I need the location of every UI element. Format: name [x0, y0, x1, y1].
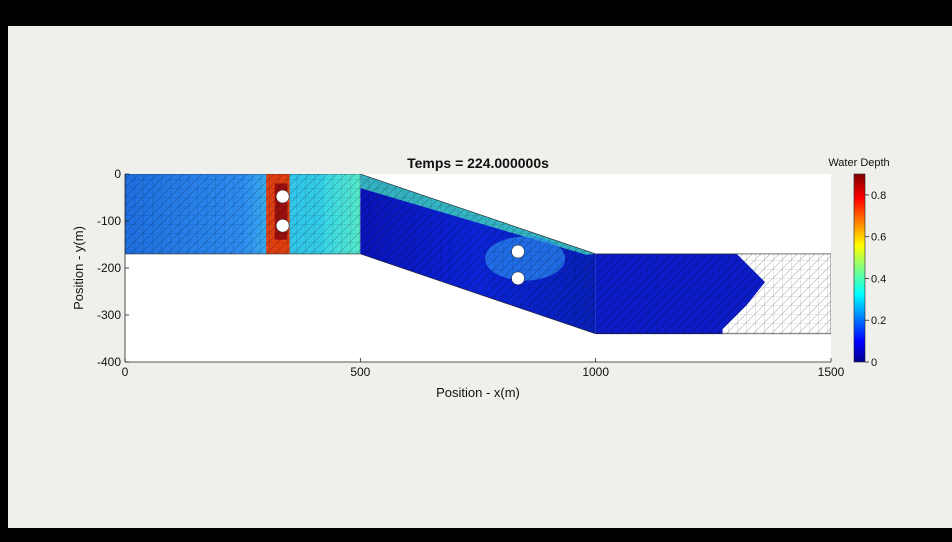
plot-axes: 0 500 1000 1500 0 -100 -200 -300 -400 — [97, 167, 845, 379]
y-tick-label: -300 — [97, 308, 121, 322]
colorbar-label: Water Depth — [828, 157, 889, 169]
x-tick-label: 500 — [350, 365, 370, 379]
x-axis-ticks: 0 500 1000 1500 — [122, 358, 845, 379]
x-tick-label: 0 — [122, 365, 129, 379]
x-tick-label: 1000 — [582, 365, 609, 379]
pier-3 — [511, 244, 525, 259]
y-axis-label: Position - y(m) — [71, 226, 86, 310]
colorbar-gradient — [853, 173, 866, 363]
x-axis-label: Position - x(m) — [436, 385, 520, 400]
chart-title: Temps = 224.000000s — [407, 155, 549, 171]
colorbar-tick-label: 0.4 — [871, 273, 886, 285]
y-tick-label: -200 — [97, 261, 121, 275]
y-tick-label: -100 — [97, 214, 121, 228]
y-axis-ticks: 0 -100 -200 -300 -400 — [97, 167, 129, 369]
pier-2 — [275, 218, 290, 233]
colorbar-tick-label: 0.6 — [871, 232, 886, 244]
channel-outline — [125, 174, 831, 335]
bridge-piers — [275, 189, 525, 286]
colorbar-tick-label: 0.2 — [871, 315, 886, 327]
pier-4 — [511, 271, 525, 286]
y-tick-label: 0 — [114, 167, 121, 181]
water-depth-figure: 0 500 1000 1500 0 -100 -200 -300 -400 Temps = 2… — [71, 155, 890, 400]
video-frame: 0 500 1000 1500 0 -100 -200 -300 -400 Temps = 2… — [8, 26, 952, 528]
x-tick-label: 1500 — [818, 365, 845, 379]
triangular-mesh — [125, 174, 831, 334]
colorbar-ticks: 0 0.2 0.4 0.6 0.8 — [865, 190, 886, 369]
colorbar-tick-label: 0.8 — [871, 190, 886, 202]
colorbar: Water Depth 0 0.2 0.4 0.6 0.8 — [828, 157, 889, 369]
pier-1 — [275, 189, 290, 204]
colorbar-tick-label: 0 — [871, 357, 877, 369]
y-tick-label: -400 — [97, 355, 121, 369]
